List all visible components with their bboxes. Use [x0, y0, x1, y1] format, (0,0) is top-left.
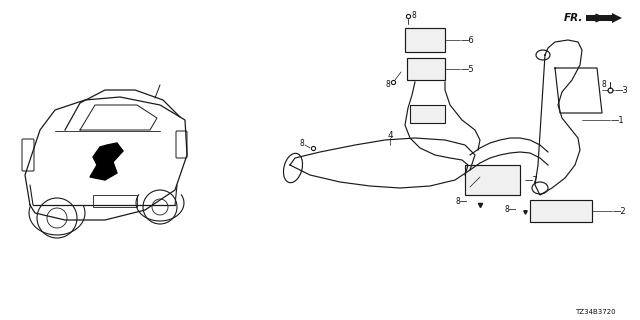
Text: 8—: 8—: [504, 205, 517, 214]
FancyBboxPatch shape: [465, 165, 520, 195]
Text: —1: —1: [611, 116, 625, 124]
Text: —2: —2: [613, 206, 627, 215]
FancyBboxPatch shape: [407, 58, 445, 80]
Text: —7: —7: [525, 175, 539, 185]
Text: FR.: FR.: [564, 13, 583, 23]
Text: 4: 4: [387, 131, 393, 140]
Text: 8: 8: [385, 79, 390, 89]
FancyBboxPatch shape: [410, 105, 445, 123]
Text: 8: 8: [411, 11, 416, 20]
Text: 8: 8: [299, 139, 304, 148]
Text: —5: —5: [461, 65, 475, 74]
FancyBboxPatch shape: [530, 200, 592, 222]
Text: TZ34B3720: TZ34B3720: [575, 309, 616, 315]
Polygon shape: [90, 143, 123, 180]
Text: —6: —6: [461, 36, 475, 44]
Text: 8: 8: [602, 79, 607, 89]
FancyArrow shape: [586, 13, 622, 23]
Text: 8—: 8—: [456, 197, 468, 206]
FancyBboxPatch shape: [405, 28, 445, 52]
Text: —3: —3: [615, 85, 628, 94]
